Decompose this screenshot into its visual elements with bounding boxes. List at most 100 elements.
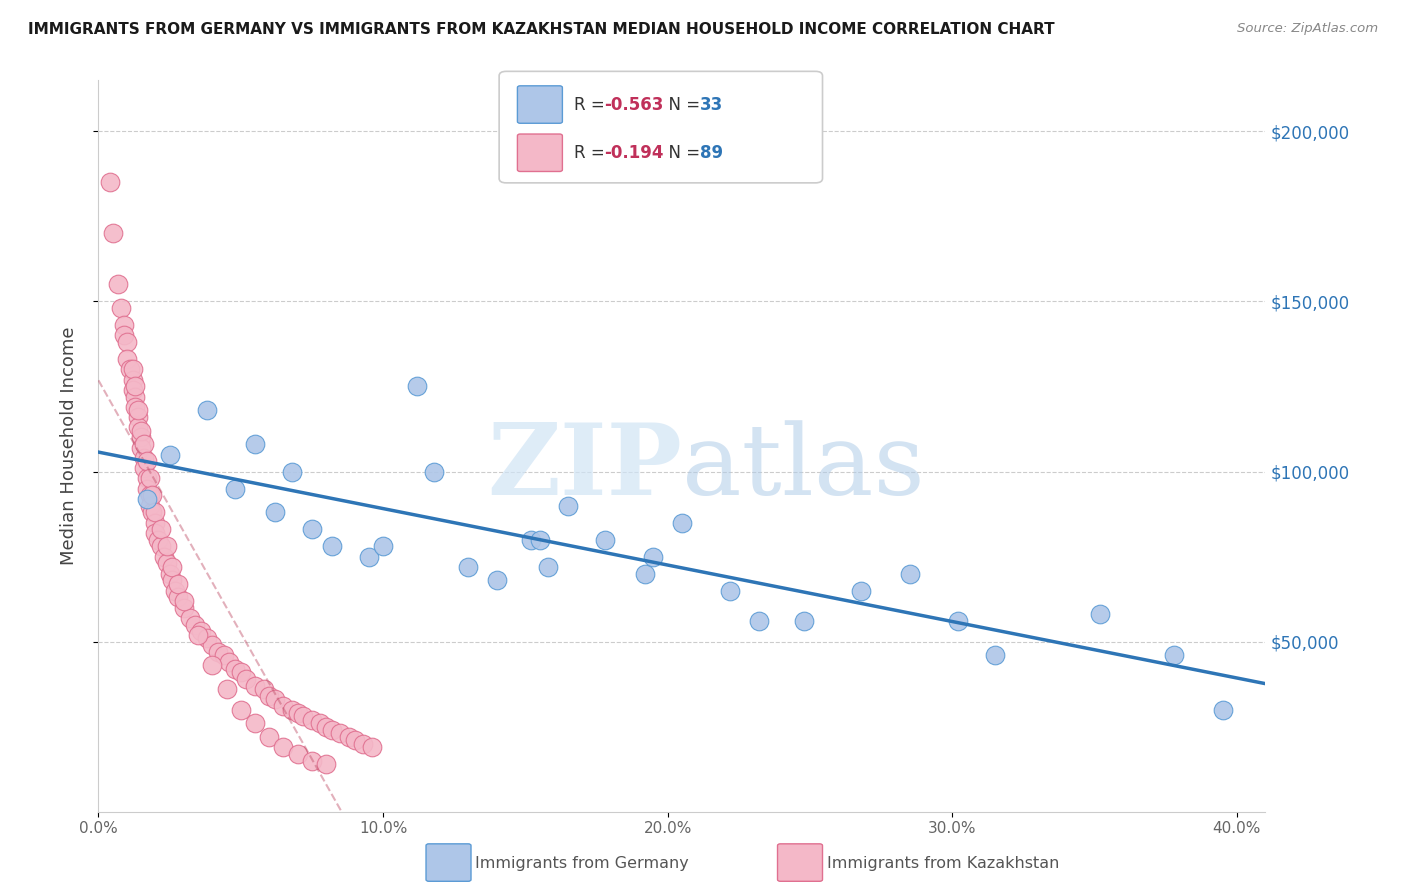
Point: [257, 689, 280, 703]
Point: [135, 491, 157, 506]
Point: [138, 488, 160, 502]
Y-axis label: Median Household Income: Median Household Income: [59, 326, 77, 566]
Point: [195, 403, 218, 417]
Point: [718, 583, 741, 598]
Point: [135, 471, 157, 485]
Point: [252, 682, 274, 697]
Text: R =: R =: [574, 95, 610, 113]
Point: [1090, 607, 1112, 622]
Point: [124, 390, 146, 404]
Point: [159, 448, 181, 462]
Text: Immigrants from Germany: Immigrants from Germany: [475, 856, 689, 871]
Point: [153, 549, 176, 564]
Point: [129, 441, 152, 455]
Point: [156, 540, 179, 554]
Point: [593, 533, 616, 547]
Point: [201, 658, 224, 673]
Text: R =: R =: [574, 144, 610, 161]
Point: [150, 540, 173, 554]
Point: [321, 723, 343, 737]
Point: [281, 703, 304, 717]
Point: [138, 471, 160, 485]
Point: [132, 450, 155, 465]
Point: [537, 559, 560, 574]
Point: [287, 747, 309, 761]
Point: [124, 379, 146, 393]
Point: [115, 352, 138, 367]
Point: [243, 679, 266, 693]
Point: [184, 617, 207, 632]
Point: [165, 583, 187, 598]
Point: [224, 662, 246, 676]
Point: [485, 574, 508, 588]
Point: [167, 576, 190, 591]
Point: [329, 726, 352, 740]
Point: [851, 583, 873, 598]
Point: [287, 706, 309, 720]
Point: [110, 301, 132, 316]
Point: [229, 703, 252, 717]
Point: [235, 672, 257, 686]
Point: [156, 557, 179, 571]
Point: [143, 505, 166, 519]
Point: [127, 403, 149, 417]
Text: 89: 89: [700, 144, 723, 161]
Point: [121, 362, 143, 376]
Point: [229, 665, 252, 680]
Point: [520, 533, 543, 547]
Text: Source: ZipAtlas.com: Source: ZipAtlas.com: [1237, 22, 1378, 36]
Text: Immigrants from Kazakhstan: Immigrants from Kazakhstan: [827, 856, 1059, 871]
Point: [141, 505, 163, 519]
Point: [406, 379, 429, 393]
Point: [634, 566, 657, 581]
Point: [671, 516, 693, 530]
Point: [135, 482, 157, 496]
Point: [309, 716, 332, 731]
Point: [195, 631, 218, 645]
Point: [793, 614, 815, 628]
Point: [1163, 648, 1185, 663]
Point: [141, 488, 163, 502]
Text: IMMIGRANTS FROM GERMANY VS IMMIGRANTS FROM KAZAKHSTAN MEDIAN HOUSEHOLD INCOME CO: IMMIGRANTS FROM GERMANY VS IMMIGRANTS FR…: [28, 22, 1054, 37]
Point: [173, 594, 195, 608]
Point: [112, 318, 135, 333]
Point: [162, 574, 184, 588]
Point: [132, 461, 155, 475]
Point: [281, 465, 304, 479]
Point: [352, 737, 374, 751]
Point: [423, 465, 446, 479]
Point: [115, 335, 138, 350]
Point: [201, 638, 224, 652]
Point: [371, 540, 394, 554]
Point: [529, 533, 551, 547]
Point: [127, 420, 149, 434]
Point: [264, 505, 287, 519]
Text: 33: 33: [700, 95, 724, 113]
Point: [129, 424, 152, 438]
Point: [127, 410, 149, 425]
Point: [212, 648, 235, 663]
Point: [301, 754, 323, 768]
Point: [167, 591, 190, 605]
Point: [129, 430, 152, 444]
Text: atlas: atlas: [682, 420, 925, 516]
Point: [107, 277, 129, 292]
Point: [315, 757, 337, 772]
Point: [124, 400, 146, 414]
Point: [112, 328, 135, 343]
Point: [946, 614, 969, 628]
Point: [273, 699, 295, 714]
Point: [162, 559, 184, 574]
Point: [243, 716, 266, 731]
Point: [173, 600, 195, 615]
Text: -0.563: -0.563: [605, 95, 664, 113]
Point: [187, 628, 209, 642]
Point: [101, 227, 124, 241]
Point: [98, 175, 121, 189]
Point: [190, 624, 212, 639]
Point: [457, 559, 479, 574]
Point: [1212, 703, 1234, 717]
Point: [321, 540, 343, 554]
Point: [132, 437, 155, 451]
Text: N =: N =: [658, 144, 706, 161]
